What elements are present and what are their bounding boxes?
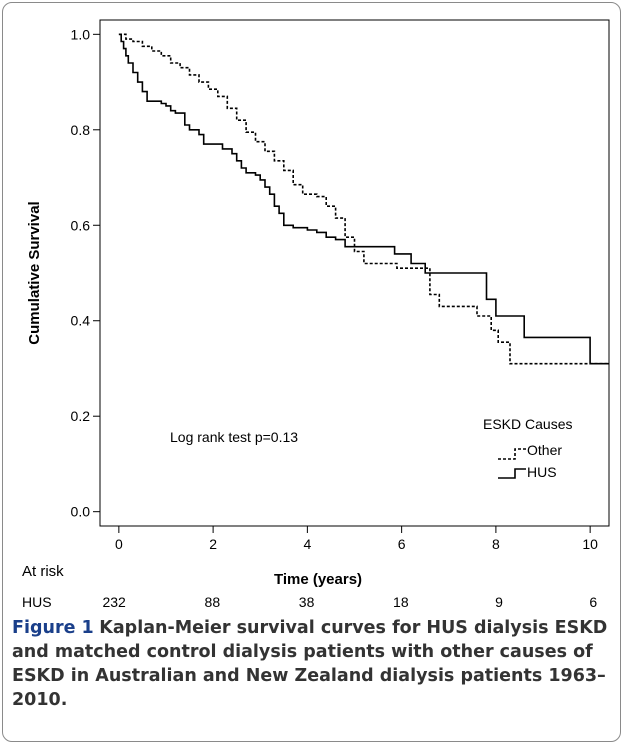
- y-axis: 0.0 0.2 0.4 0.6 0.8 1.0: [71, 26, 100, 520]
- series-line-other: [118, 33, 609, 365]
- y-axis-label: Cumulative Survival: [26, 201, 43, 344]
- at-risk-value: 12: [487, 607, 503, 610]
- x-axis: 0 2 4 6 8 10: [115, 526, 598, 552]
- legend-swatch-other: [498, 448, 526, 460]
- legend: ESKD Causes Other HUS: [483, 416, 572, 480]
- at-risk-value: 232: [102, 607, 126, 610]
- plot-area: [99, 19, 610, 527]
- y-tick-label: 0.6: [71, 217, 91, 233]
- caption-text: Kaplan-Meier survival curves for HUS dia…: [12, 618, 608, 710]
- x-tick-label: 4: [303, 536, 311, 552]
- x-tick-label: 10: [582, 536, 598, 552]
- y-tick-label: 0.8: [71, 122, 91, 138]
- caption-label: Figure 1: [12, 618, 94, 638]
- x-axis-label: Time (years): [274, 571, 362, 588]
- figure-caption: Figure 1 Kaplan-Meier survival curves fo…: [12, 616, 612, 712]
- at-risk-value: 6: [589, 594, 597, 610]
- series-layer: [118, 33, 609, 365]
- x-tick-label: 6: [398, 536, 406, 552]
- at-risk-value: 18: [393, 594, 409, 610]
- y-tick-label: 0.2: [71, 408, 91, 424]
- legend-title: ESKD Causes: [483, 416, 572, 432]
- series-line-hus: [118, 33, 609, 365]
- at-risk-value: 52: [299, 607, 315, 610]
- at-risk-row-label: Other: [22, 607, 57, 610]
- legend-label-other: Other: [527, 442, 562, 458]
- at-risk-value: 108: [197, 607, 221, 610]
- at-risk-value: 25: [393, 607, 409, 610]
- legend-swatch-hus: [498, 468, 526, 479]
- y-tick-label: 1.0: [71, 26, 91, 42]
- at-risk-value: 88: [205, 594, 221, 610]
- x-tick-label: 0: [115, 536, 123, 552]
- at-risk-heading: At risk: [22, 563, 64, 580]
- y-tick-label: 0.4: [71, 313, 91, 329]
- at-risk-value: 6: [589, 607, 597, 610]
- at-risk-value: 9: [495, 594, 503, 610]
- at-risk-value: 232: [102, 594, 126, 610]
- at-risk-row-label: HUS: [22, 594, 52, 610]
- x-tick-label: 2: [209, 536, 217, 552]
- at-risk-value: 38: [299, 594, 315, 610]
- y-tick-label: 0.0: [71, 504, 91, 520]
- at-risk-table: At risk HUS23288381896Other2321085225126: [22, 563, 597, 610]
- x-tick-label: 8: [492, 536, 500, 552]
- legend-label-hus: HUS: [527, 464, 557, 480]
- survival-chart: 0.0 0.2 0.4 0.6 0.8 1.0 0 2 4 6 8 10 Cumulative Su…: [22, 19, 610, 610]
- log-rank-annotation: Log rank test p=0.13: [170, 429, 298, 445]
